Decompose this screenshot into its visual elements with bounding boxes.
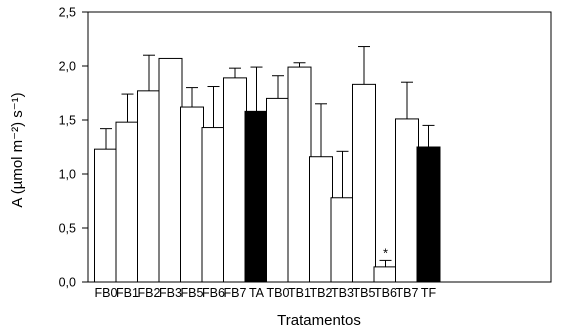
- bar-fb0: [94, 148, 118, 283]
- y-tick-label: 1,0: [59, 168, 76, 182]
- x-tick-label: TA: [249, 286, 265, 300]
- y-tick-label: 0,5: [59, 222, 76, 236]
- x-tick-label: TB5: [353, 286, 376, 300]
- y-tick-label: 0,0: [59, 276, 76, 290]
- bar-tb1: [287, 66, 312, 283]
- x-tick-label: FB3: [159, 286, 182, 300]
- y-axis-title: A (µmol m⁻²) s⁻¹): [9, 92, 26, 207]
- significance-annotation: *: [383, 245, 388, 260]
- x-tick-label: FB7: [224, 286, 247, 300]
- bar-tb0: [266, 97, 290, 283]
- x-tick-label: TB0: [267, 286, 290, 300]
- x-tick-label: FB5: [181, 286, 204, 300]
- x-tick-label: TB2: [310, 286, 333, 300]
- bar-fb5: [180, 106, 204, 283]
- x-tick-label: TF: [421, 286, 437, 300]
- y-tick-label: 2,5: [59, 6, 76, 20]
- bar-tb7: [395, 118, 419, 283]
- x-tick-label: TB7: [396, 286, 419, 300]
- x-tick-label: TB6: [374, 286, 397, 300]
- x-tick-label: FB0: [95, 286, 118, 300]
- x-tick-label: TB1: [288, 286, 311, 300]
- bar-tb6: [373, 266, 398, 283]
- y-tick-label: 1,5: [59, 114, 76, 128]
- bar-fb2: [137, 90, 161, 283]
- bar-tb3: [330, 197, 355, 283]
- bar-tb2: [309, 156, 333, 283]
- x-tick-label: FB1: [116, 286, 139, 300]
- bar-fb1: [115, 121, 140, 283]
- x-tick-label: FB2: [138, 286, 161, 300]
- bar-fb6: [201, 127, 226, 283]
- bar-tf: [416, 146, 441, 283]
- x-axis-title: Tratamentos: [277, 312, 361, 329]
- bar-ta: [244, 110, 269, 283]
- x-tick-label: FB6: [202, 286, 225, 300]
- bar-fb7: [223, 77, 247, 283]
- bar-tb5: [352, 83, 376, 283]
- bar-fb3: [158, 57, 183, 283]
- x-tick-label: TB3: [331, 286, 354, 300]
- y-tick-label: 2,0: [59, 60, 76, 74]
